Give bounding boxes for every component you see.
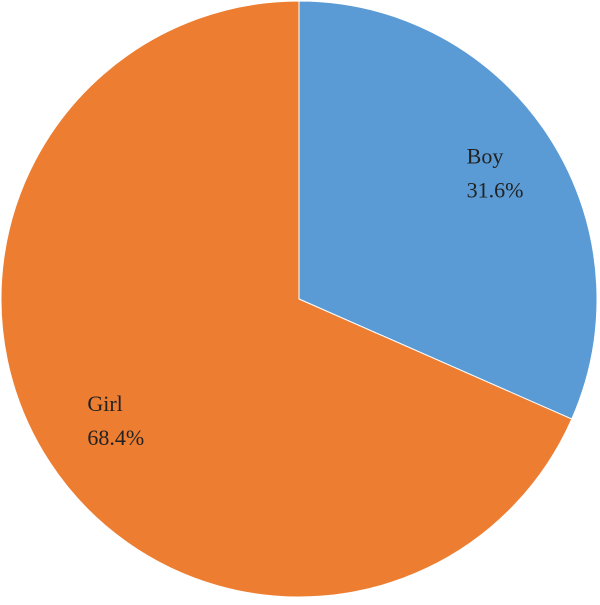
pie-slice [0, 0, 573, 598]
slice-value-label: 68.4% [87, 425, 144, 450]
slice-label: Boy [467, 143, 504, 168]
slice-value-label: 31.6% [467, 177, 524, 202]
pie-slice [298, 0, 598, 420]
slice-label: Girl [87, 391, 122, 416]
